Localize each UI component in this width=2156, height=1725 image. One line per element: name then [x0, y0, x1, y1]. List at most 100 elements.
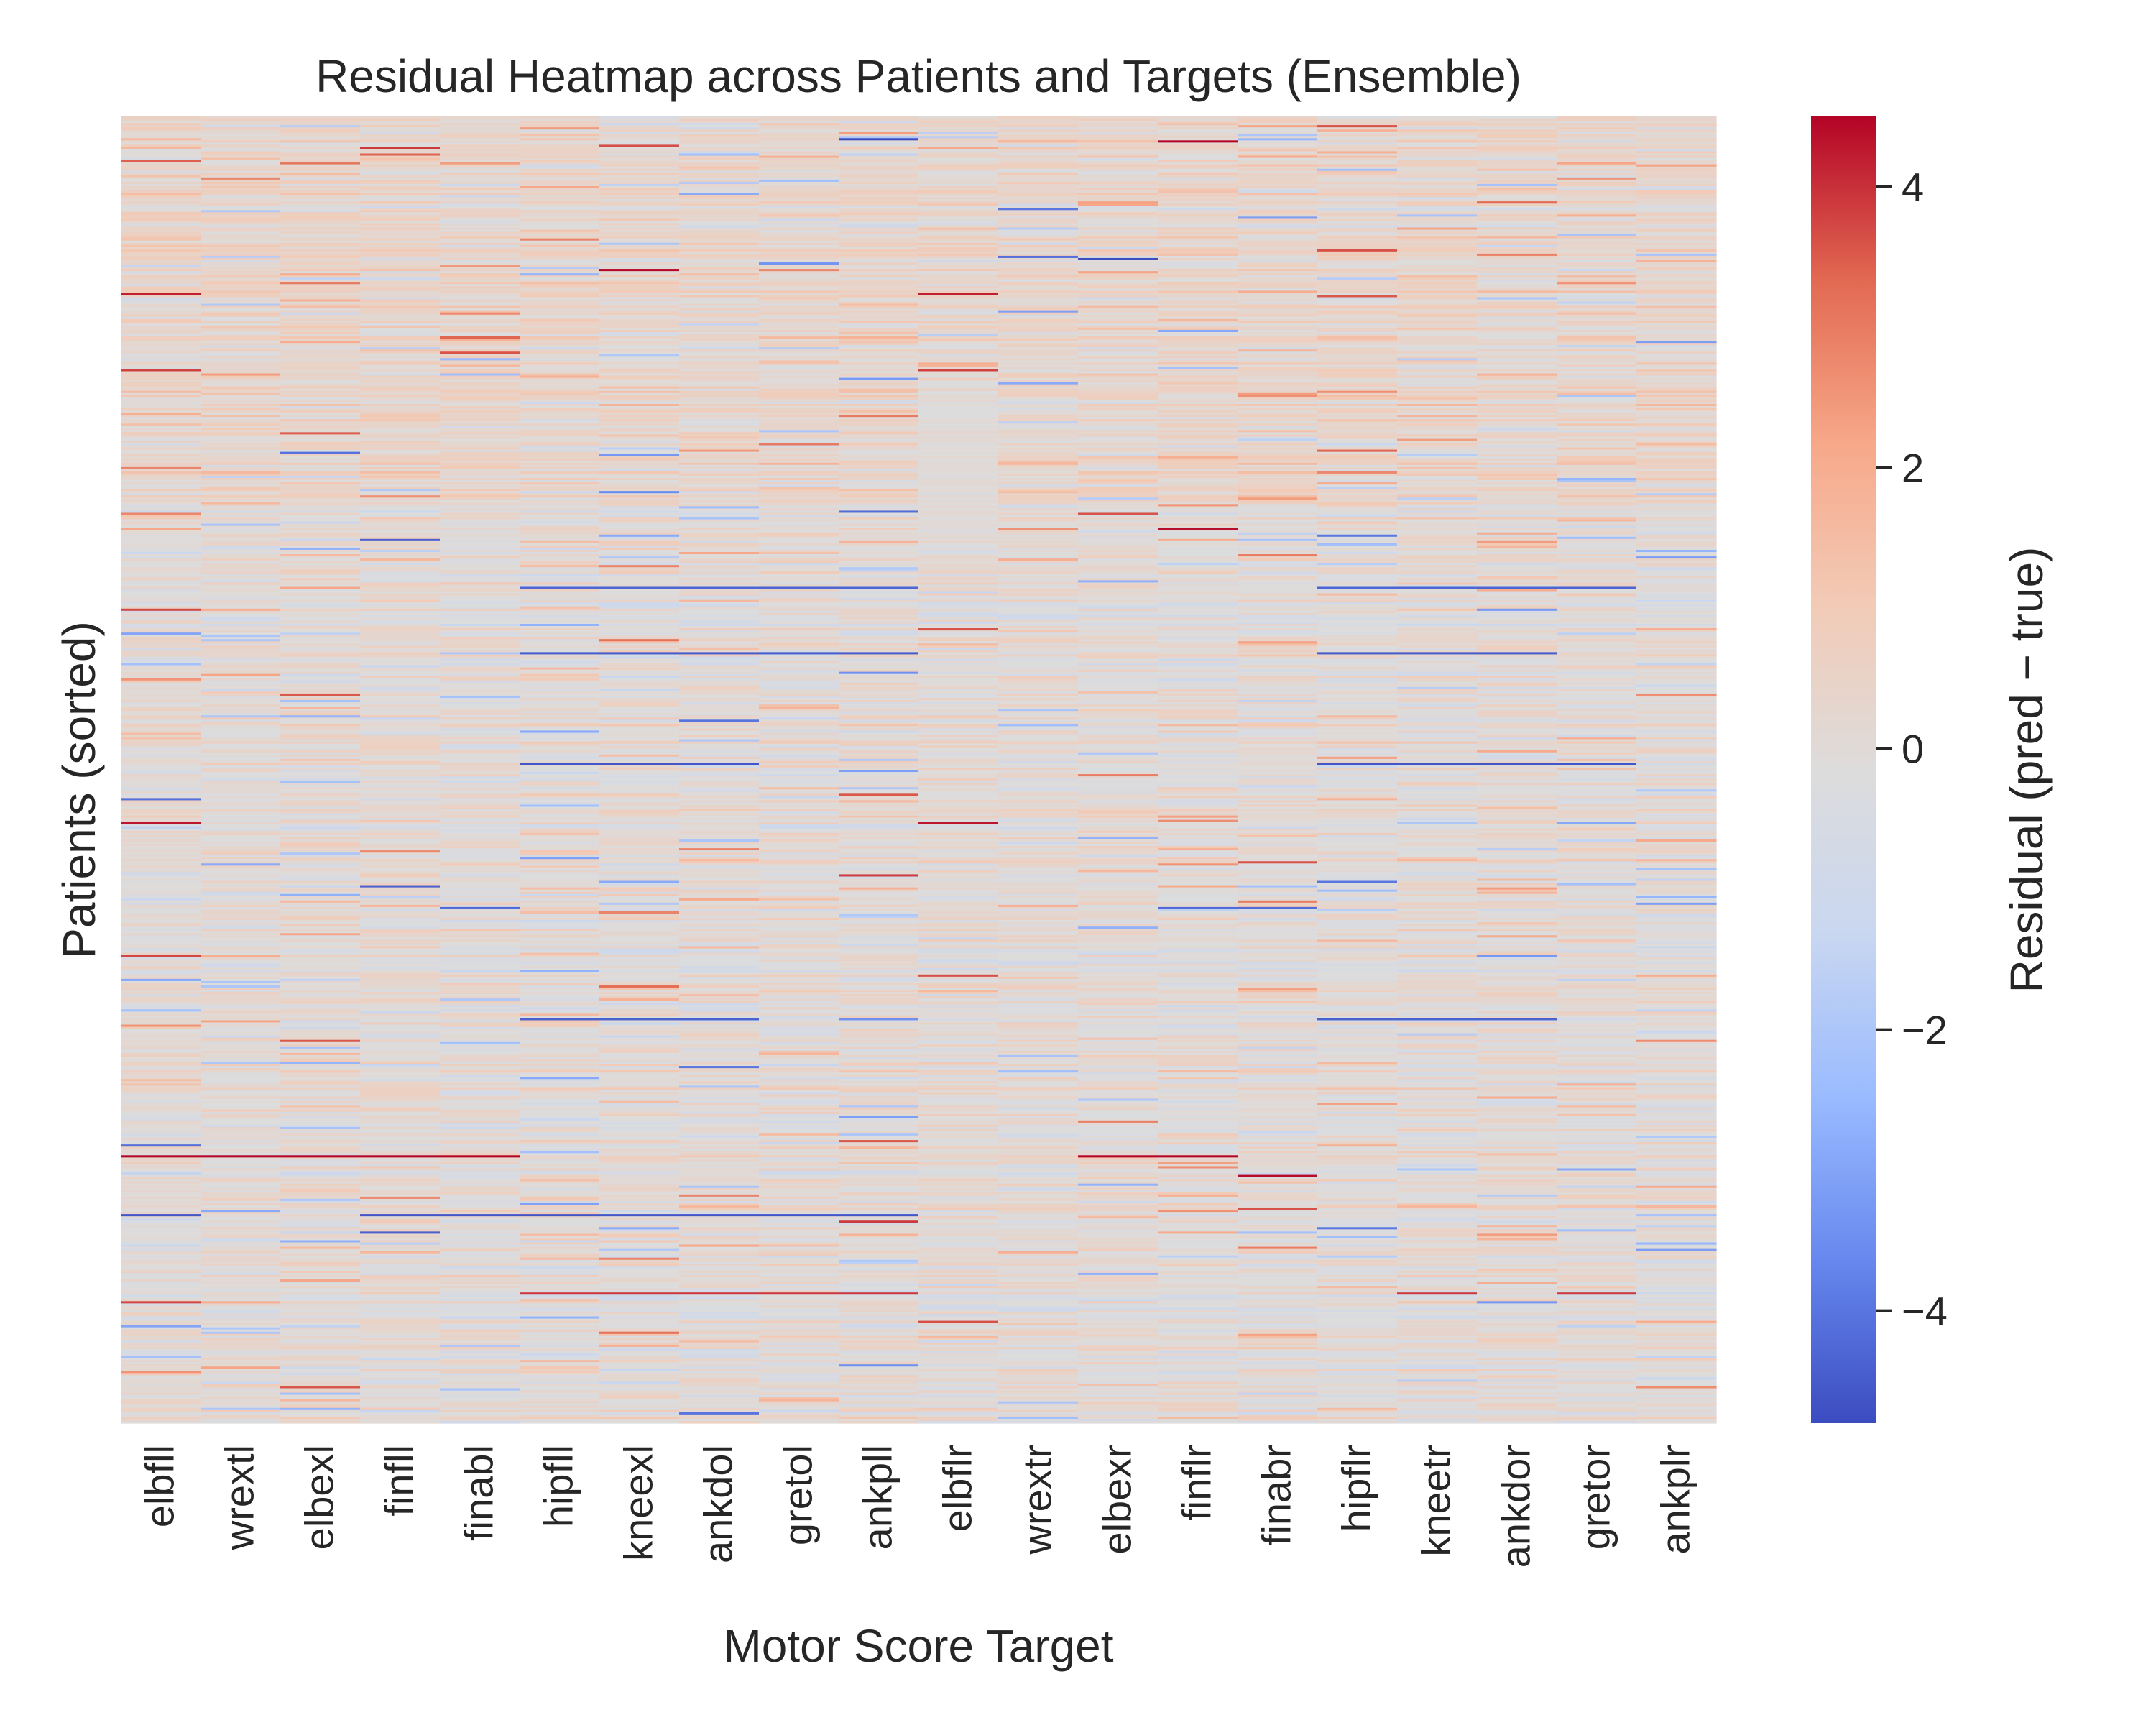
- heatmap-cell: [440, 626, 520, 629]
- heatmap-cell: [121, 1329, 201, 1333]
- heatmap-cell: [440, 336, 520, 339]
- heatmap-cell: [679, 563, 760, 566]
- heatmap-cell: [759, 384, 839, 387]
- heatmap-cell: [121, 1044, 201, 1047]
- heatmap-cell: [759, 203, 839, 206]
- heatmap-cell: [121, 876, 201, 880]
- heatmap-cell: [280, 502, 361, 505]
- heatmap-cell: [599, 789, 680, 792]
- heatmap-cell: [360, 561, 441, 564]
- heatmap-cell: [440, 902, 520, 906]
- heatmap-cell: [440, 1142, 520, 1145]
- heatmap-cell: [759, 181, 839, 185]
- heatmap-cell: [360, 621, 441, 625]
- heatmap-cell: [520, 671, 600, 675]
- heatmap-cell: [520, 798, 600, 801]
- heatmap-cell: [440, 1316, 520, 1320]
- heatmap-cell: [599, 1144, 680, 1147]
- heatmap-cell: [599, 935, 680, 938]
- heatmap-cell: [599, 1048, 680, 1052]
- heatmap-cell: [440, 1116, 520, 1119]
- heatmap-cell: [599, 1113, 680, 1117]
- heatmap-cell: [440, 950, 520, 954]
- heatmap-cell: [679, 1301, 760, 1304]
- heatmap-cell: [121, 637, 201, 640]
- heatmap-cell: [121, 902, 201, 906]
- heatmap-cell: [280, 1149, 361, 1151]
- heatmap-cell: [759, 197, 839, 200]
- heatmap-cell: [440, 318, 520, 322]
- heatmap-cell: [201, 916, 281, 919]
- heatmap-cell: [440, 175, 520, 178]
- heatmap-cell: [121, 271, 201, 274]
- heatmap-cell: [599, 661, 680, 664]
- heatmap-cell: [599, 264, 680, 267]
- heatmap-cell: [679, 944, 760, 947]
- heatmap-cell: [759, 229, 839, 233]
- heatmap-cell: [121, 397, 201, 400]
- heatmap-cell: [360, 257, 441, 261]
- heatmap-cell: [520, 1270, 600, 1274]
- heatmap-cell: [121, 1016, 201, 1019]
- heatmap-cell: [201, 893, 281, 897]
- heatmap-cell: [360, 924, 441, 927]
- heatmap-cell: [679, 358, 760, 361]
- heatmap-cell: [121, 990, 201, 993]
- heatmap-cell: [599, 772, 680, 775]
- heatmap-cell: [201, 868, 281, 870]
- heatmap-cell: [599, 1248, 680, 1252]
- heatmap-cell: [440, 996, 520, 999]
- heatmap-cell: [440, 589, 520, 592]
- heatmap-cell: [360, 487, 441, 489]
- heatmap-cell: [440, 1149, 520, 1151]
- heatmap-cell: [679, 988, 760, 990]
- heatmap-cell: [201, 1335, 281, 1339]
- heatmap-cell: [121, 410, 201, 413]
- heatmap-cell: [201, 754, 281, 758]
- heatmap-cell: [440, 369, 520, 372]
- heatmap-cell: [201, 1390, 281, 1394]
- heatmap-cell: [440, 813, 520, 816]
- heatmap-cell: [280, 290, 361, 294]
- heatmap-cell: [679, 275, 760, 278]
- heatmap-cell: [121, 247, 201, 250]
- heatmap-cell: [440, 1384, 520, 1387]
- heatmap-cell: [679, 188, 760, 191]
- heatmap-cell: [599, 1377, 680, 1380]
- heatmap-cell: [520, 916, 600, 919]
- heatmap-cell: [201, 1033, 281, 1036]
- heatmap-cell: [280, 1072, 361, 1075]
- heatmap-cell: [520, 715, 600, 718]
- heatmap-cell: [440, 1338, 520, 1341]
- heatmap-cell: [360, 536, 441, 540]
- heatmap-cell: [121, 1007, 201, 1010]
- heatmap-cell: [679, 386, 760, 390]
- heatmap-cell: [121, 303, 201, 307]
- heatmap-cell: [759, 477, 839, 481]
- heatmap-cell: [360, 390, 441, 394]
- heatmap-cell: [360, 403, 441, 407]
- heatmap-cell: [440, 756, 520, 760]
- heatmap-cell: [280, 967, 361, 971]
- heatmap-cell: [121, 515, 201, 518]
- heatmap-cell: [280, 902, 361, 906]
- heatmap-cell: [360, 134, 441, 137]
- heatmap-cell: [360, 1205, 441, 1208]
- heatmap-cell: [121, 432, 201, 435]
- heatmap-cell: [280, 473, 361, 477]
- heatmap-cell: [440, 1120, 520, 1123]
- heatmap-cell: [280, 944, 361, 947]
- heatmap-cell: [440, 275, 520, 278]
- heatmap-cell: [121, 323, 201, 326]
- heatmap-cell: [440, 883, 520, 886]
- heatmap-cell: [201, 193, 281, 196]
- heatmap-cell: [599, 321, 680, 324]
- heatmap-cell: [280, 157, 361, 161]
- heatmap-cell: [520, 1218, 600, 1221]
- heatmap-cell: [520, 1166, 600, 1169]
- heatmap-cell: [201, 639, 281, 642]
- heatmap-cell: [440, 1194, 520, 1197]
- heatmap-cell: [280, 1333, 361, 1337]
- heatmap-cell: [599, 419, 680, 422]
- heatmap-cell: [360, 386, 441, 390]
